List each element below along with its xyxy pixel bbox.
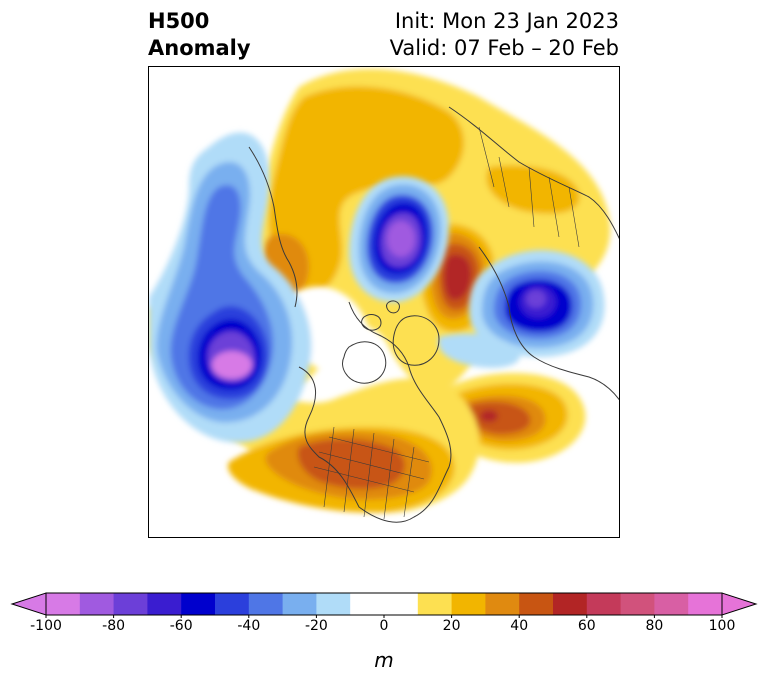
colorbar-unit-label: m [374,648,394,672]
colorbar-extend-min [10,592,47,616]
colorbar-bin [215,593,250,615]
title-field: Anomaly [148,36,251,60]
scandinavia-trough-80 [526,290,546,308]
colorbar-bin [79,593,115,615]
valid-range: Valid: 07 Feb – 20 Feb [389,36,619,60]
atlantic-ridge-60 [480,410,498,422]
pacific-trough-100 [212,351,252,379]
colorbar-bin [113,593,148,615]
colorbar-tick-label: -40 [237,618,260,630]
colorbar-tick-label: 40 [510,618,528,630]
greenland-coast [392,315,440,366]
anomaly-map-canvas [149,67,619,537]
state-borders [313,126,580,520]
arctic-ridge-20 [268,86,464,297]
anomaly-map [148,66,620,538]
colorbar-bin [282,593,317,615]
colorbar-bin [181,593,216,615]
colorbar-bin [553,593,588,615]
colorbar-bin [620,593,655,615]
greenland-ridge-60 [444,254,472,301]
colorbar-bin [248,593,284,615]
colorbar-tick-label: 100 [709,618,736,630]
atlantic-ridge-50 [469,401,531,435]
eurasia-coast [448,106,619,239]
colorbar-bin [519,593,554,615]
colorbar-tick-label: -80 [102,618,125,630]
title-variable: H500 [148,9,210,33]
us-state-grid [313,426,430,520]
title-left: H500 Anomaly [148,8,251,62]
colorbar-bin [316,593,351,615]
colorbar-tick-label: -20 [305,618,328,630]
arctic-islands [361,300,400,331]
colorbar-bin [688,593,723,615]
colorbar-bin [451,593,486,615]
siberia-ridge-20 [486,165,580,214]
colorbar-tick-label: -100 [30,618,62,630]
colorbar-tick-label: -60 [170,618,193,630]
colorbar-bin [46,593,81,615]
negative-anomaly-fields [149,132,605,443]
us-ridge-40 [297,438,405,489]
colorbar-bin [384,593,419,615]
title-right: Init: Mon 23 Jan 2023 Valid: 07 Feb – 20… [390,8,619,62]
coastlines [248,106,619,523]
north-america-coast [298,301,452,523]
colorbar-tick-label: 20 [443,618,461,630]
colorbar-tick-label: 0 [380,618,389,630]
country-border-lines [478,126,580,248]
colorbar: -100 -80 -60 -40 -20 0 20 40 60 80 100 [10,592,758,630]
europe-coast [478,246,619,401]
colorbar-extend-max [721,592,758,616]
colorbar-bin [654,593,689,615]
colorbar-bin [485,593,520,615]
colorbar-bin [586,593,622,615]
alaska-coast [248,146,298,308]
init-date: Init: Mon 23 Jan 2023 [394,9,619,33]
hudson-bay [342,341,387,384]
colorbar-bin [417,593,453,615]
colorbar-bin [350,593,385,615]
siberia-trough-90 [387,221,415,257]
colorbar-bin [147,593,182,615]
atlantic-trough-10 [438,333,520,368]
colorbar-tick-label: 60 [578,618,596,630]
colorbar-tick-label: 80 [645,618,663,630]
